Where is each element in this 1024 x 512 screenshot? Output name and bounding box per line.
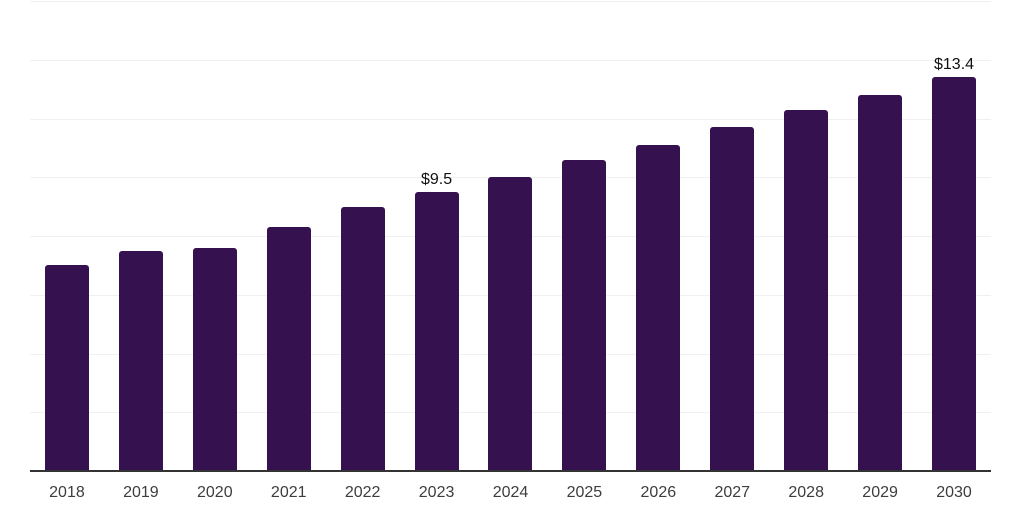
plot-area: $9.5 $13.4 2018 2019 2020 2021 2022 2023 2024 20…	[30, 0, 991, 512]
bar-2026	[636, 145, 681, 471]
bar-slot-2023: $9.5	[400, 1, 474, 471]
bar-slot-2026	[621, 1, 695, 471]
x-tick-label-2026: 2026	[640, 484, 677, 501]
gridline	[30, 119, 991, 120]
x-tick-label-2029: 2029	[862, 484, 898, 501]
bar-2019	[118, 251, 163, 471]
x-tick-label-2024: 2024	[492, 484, 529, 501]
bar-2018	[44, 265, 89, 471]
bar-slot-2020	[178, 1, 252, 471]
bar-2029	[858, 95, 903, 471]
bar-2023	[414, 192, 459, 471]
bars-row: $9.5 $13.4	[30, 1, 991, 471]
x-tick-label-2021: 2021	[270, 484, 307, 501]
bar-slot-2025	[547, 1, 621, 471]
bar-slot-2029	[843, 1, 917, 471]
bar-2027	[710, 127, 755, 471]
bar-2021	[266, 227, 311, 471]
x-tick-label-2025: 2025	[566, 484, 603, 501]
x-tick-label-2019: 2019	[123, 484, 159, 501]
gridline	[30, 60, 991, 61]
bar-value-label-2030: $13.4	[934, 56, 975, 73]
bar-2022	[340, 207, 385, 471]
bar-slot-2027	[695, 1, 769, 471]
bar-slot-2021	[252, 1, 326, 471]
bar-2020	[192, 248, 237, 471]
bar-slot-2022	[326, 1, 400, 471]
x-tick-label-2022: 2022	[344, 484, 381, 501]
bar-slot-2024	[474, 1, 548, 471]
x-tick-label-2028: 2028	[788, 484, 824, 501]
bar-slot-2028	[769, 1, 843, 471]
gridline	[30, 1, 991, 2]
bar-2024	[488, 177, 533, 471]
bar-2025	[562, 160, 607, 471]
bar-2030	[932, 77, 977, 471]
bar-value-label-2023: $9.5	[421, 171, 453, 188]
bar-slot-2019	[104, 1, 178, 471]
bar-slot-2018	[30, 1, 104, 471]
x-tick-label-2018: 2018	[49, 484, 85, 501]
bar-2028	[784, 110, 829, 471]
x-axis-line	[30, 470, 991, 472]
x-tick-label-2030: 2030	[936, 484, 972, 501]
bar-slot-2030: $13.4	[917, 1, 991, 471]
x-axis-labels: 2018 2019 2020 2021 2022 2023 2024 2025 2026 2027…	[30, 483, 991, 502]
x-tick-label-2027: 2027	[714, 484, 751, 501]
x-tick-label-2020: 2020	[197, 484, 233, 501]
x-tick-label-2023: 2023	[418, 484, 455, 501]
